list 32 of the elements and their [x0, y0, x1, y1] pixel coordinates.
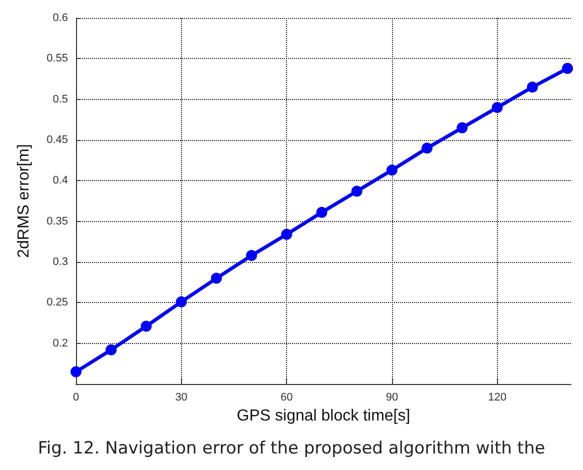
- x-tick-label: 30: [175, 392, 188, 404]
- y-tick-label: 0.5: [52, 93, 68, 106]
- point: [70, 366, 82, 378]
- x-tick-label: 0: [72, 392, 80, 404]
- point: [422, 142, 433, 154]
- y-tick-label: 0.55: [46, 52, 68, 65]
- point: [562, 62, 573, 74]
- y-tick-label: 0.25: [46, 296, 68, 309]
- point: [140, 320, 152, 332]
- point: [526, 82, 538, 93]
- y-tick-label: 0.3: [52, 256, 68, 268]
- y-tick-label: 0.35: [46, 215, 68, 228]
- caption: Fig. 12. Navigation error of the proposed algorithm with the: [38, 438, 546, 458]
- point: [106, 344, 117, 356]
- y-axis-title: 2dRMS error[m]: [16, 144, 32, 258]
- y-tick-label: 0.2: [52, 337, 68, 350]
- point: [281, 228, 292, 240]
- y-tick-label: 0.45: [46, 134, 68, 146]
- x-axis-title: GPS signal block time[s]: [236, 408, 410, 424]
- point: [246, 250, 258, 261]
- x-tick-label: 60: [280, 392, 293, 404]
- point: [316, 206, 328, 218]
- point: [492, 102, 503, 113]
- x-tick-label: 90: [386, 392, 398, 404]
- point: [386, 164, 398, 176]
- y-tick-label: 0.4: [52, 174, 68, 187]
- point: [176, 296, 187, 308]
- x-tick-label: 120: [488, 392, 506, 404]
- y-tick-label: 0.6: [52, 12, 68, 24]
- point: [351, 186, 362, 197]
- point: [456, 122, 468, 134]
- point: [210, 272, 222, 284]
